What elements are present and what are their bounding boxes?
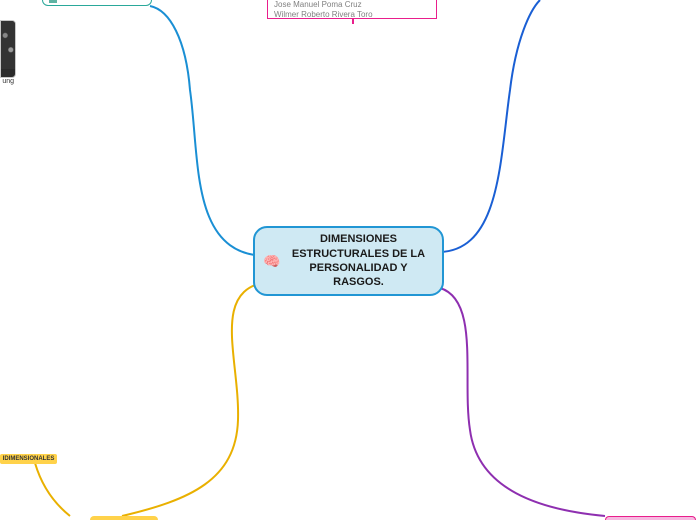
pink-node-fragment[interactable] [605,516,696,520]
edge-bottom-left2 [35,463,70,516]
jung-image-fragment[interactable] [0,20,16,78]
edge-top-right [440,0,540,252]
bidim-label: IDIMENSIONALES [3,456,55,462]
edge-bottom-left [122,282,267,516]
author-line-2: Wilmer Roberto Rivera Toro [274,10,430,19]
jung-image-pattern [1,21,15,69]
central-title: DIMENSIONES ESTRUCTURALES DE LA PERSONAL… [285,232,432,289]
teal-square-icon [49,0,57,3]
teal-node-fragment[interactable] [42,0,152,6]
author-line-1: Jose Manuel Poma Cruz [274,0,430,10]
bidimensionales-node[interactable]: IDIMENSIONALES [0,454,57,464]
central-node[interactable]: 🧠 DIMENSIONES ESTRUCTURALES DE LA PERSON… [253,226,444,296]
yellow-node-fragment[interactable] [90,516,158,520]
jung-label: ung [0,78,14,85]
brain-icon: 🧠 [263,252,280,270]
edge-top-left [150,6,267,256]
edge-bottom-right [440,288,605,516]
authors-node[interactable]: Jose Manuel Poma Cruz Wilmer Roberto Riv… [267,0,437,19]
